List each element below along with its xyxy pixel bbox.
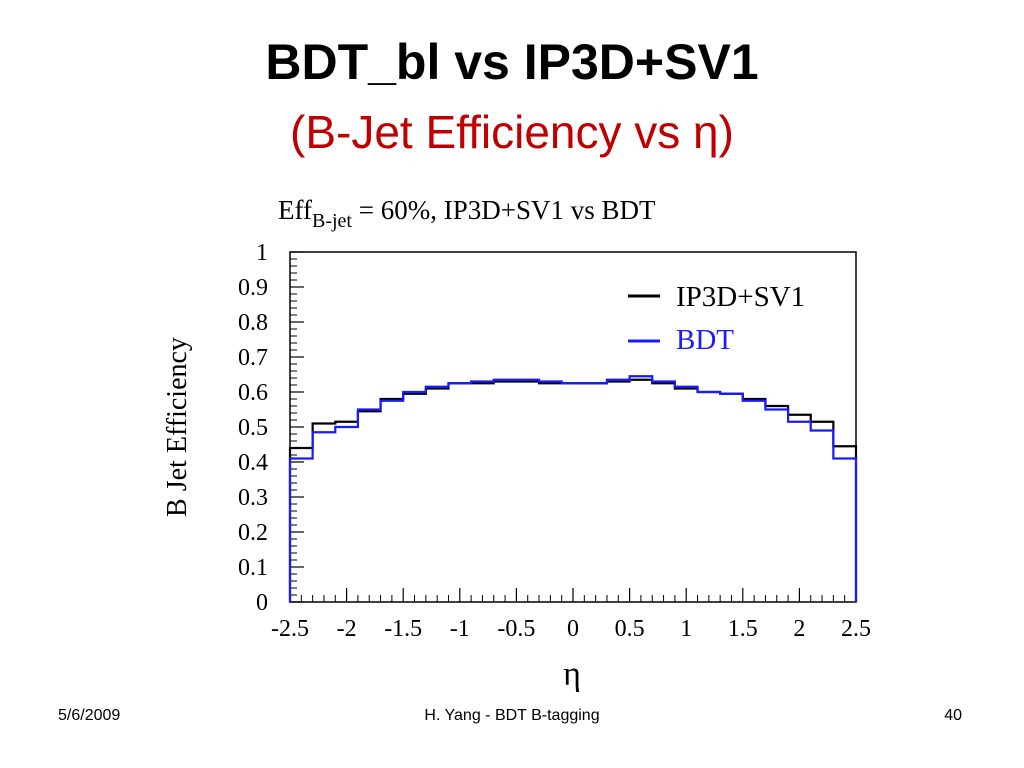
y-tick-label: 0.5: [238, 415, 268, 441]
series-group: [288, 375, 858, 602]
slide-subtitle: (B-Jet Efficiency vs η): [290, 106, 734, 158]
chart-title-rest: = 60%, IP3D+SV1 vs BDT: [352, 195, 656, 225]
y-tick-label: 0.9: [238, 275, 268, 301]
x-tick-label: -2: [337, 616, 357, 642]
x-tick-label: 0.5: [615, 616, 645, 642]
y-tick-label: 0.2: [238, 520, 268, 546]
x-tick-label: -2.5: [271, 616, 309, 642]
y-tick-label: 0.3: [238, 485, 268, 511]
x-tick-label: 0: [567, 616, 579, 642]
y-tick-label: 0: [256, 590, 268, 616]
y-tick-label: 0.1: [238, 555, 268, 581]
axis-ticks: -2.5 -2 -1.5 -1 -0.5 0 0.5 1 1.5 2 2.5 0 0.1 0.2 0.3 0.…: [238, 240, 871, 642]
footer-date: 5/6/2009: [58, 707, 121, 724]
y-tick-label: 0.6: [238, 380, 268, 406]
x-tick-label: 2: [793, 616, 805, 642]
chart-title: EffB-jet = 60%, IP3D+SV1 vs BDT: [278, 195, 656, 232]
x-tick-label: -1.5: [384, 616, 422, 642]
y-tick-label: 0.4: [238, 450, 268, 476]
y-tick-label: 0.7: [238, 345, 268, 371]
x-axis-label: η: [563, 656, 581, 693]
series-line-ip3d-sv1: [288, 378, 858, 602]
x-tick-label: 2.5: [841, 616, 871, 642]
legend-label-bdt: BDT: [676, 324, 734, 356]
x-tick-label: 1.5: [728, 616, 758, 642]
legend: IP3D+SV1 BDT: [628, 281, 805, 356]
x-tick-label: 1: [680, 616, 692, 642]
slide-title: BDT_bl vs IP3D+SV1: [265, 34, 759, 90]
footer-page-number: 40: [944, 707, 962, 724]
legend-label-ip3d-sv1: IP3D+SV1: [676, 281, 805, 313]
y-axis-label: B Jet Efficiency: [162, 337, 193, 517]
series-line-bdt: [288, 375, 858, 602]
y-tick-label: 0.8: [238, 310, 268, 336]
x-tick-label: -0.5: [497, 616, 535, 642]
footer-center: H. Yang - BDT B-tagging: [424, 707, 600, 724]
x-tick-label: -1: [450, 616, 470, 642]
chart-title-subscript: B-jet: [312, 210, 352, 232]
chart-title-main: Eff: [278, 195, 312, 225]
y-tick-label: 1: [256, 240, 268, 266]
